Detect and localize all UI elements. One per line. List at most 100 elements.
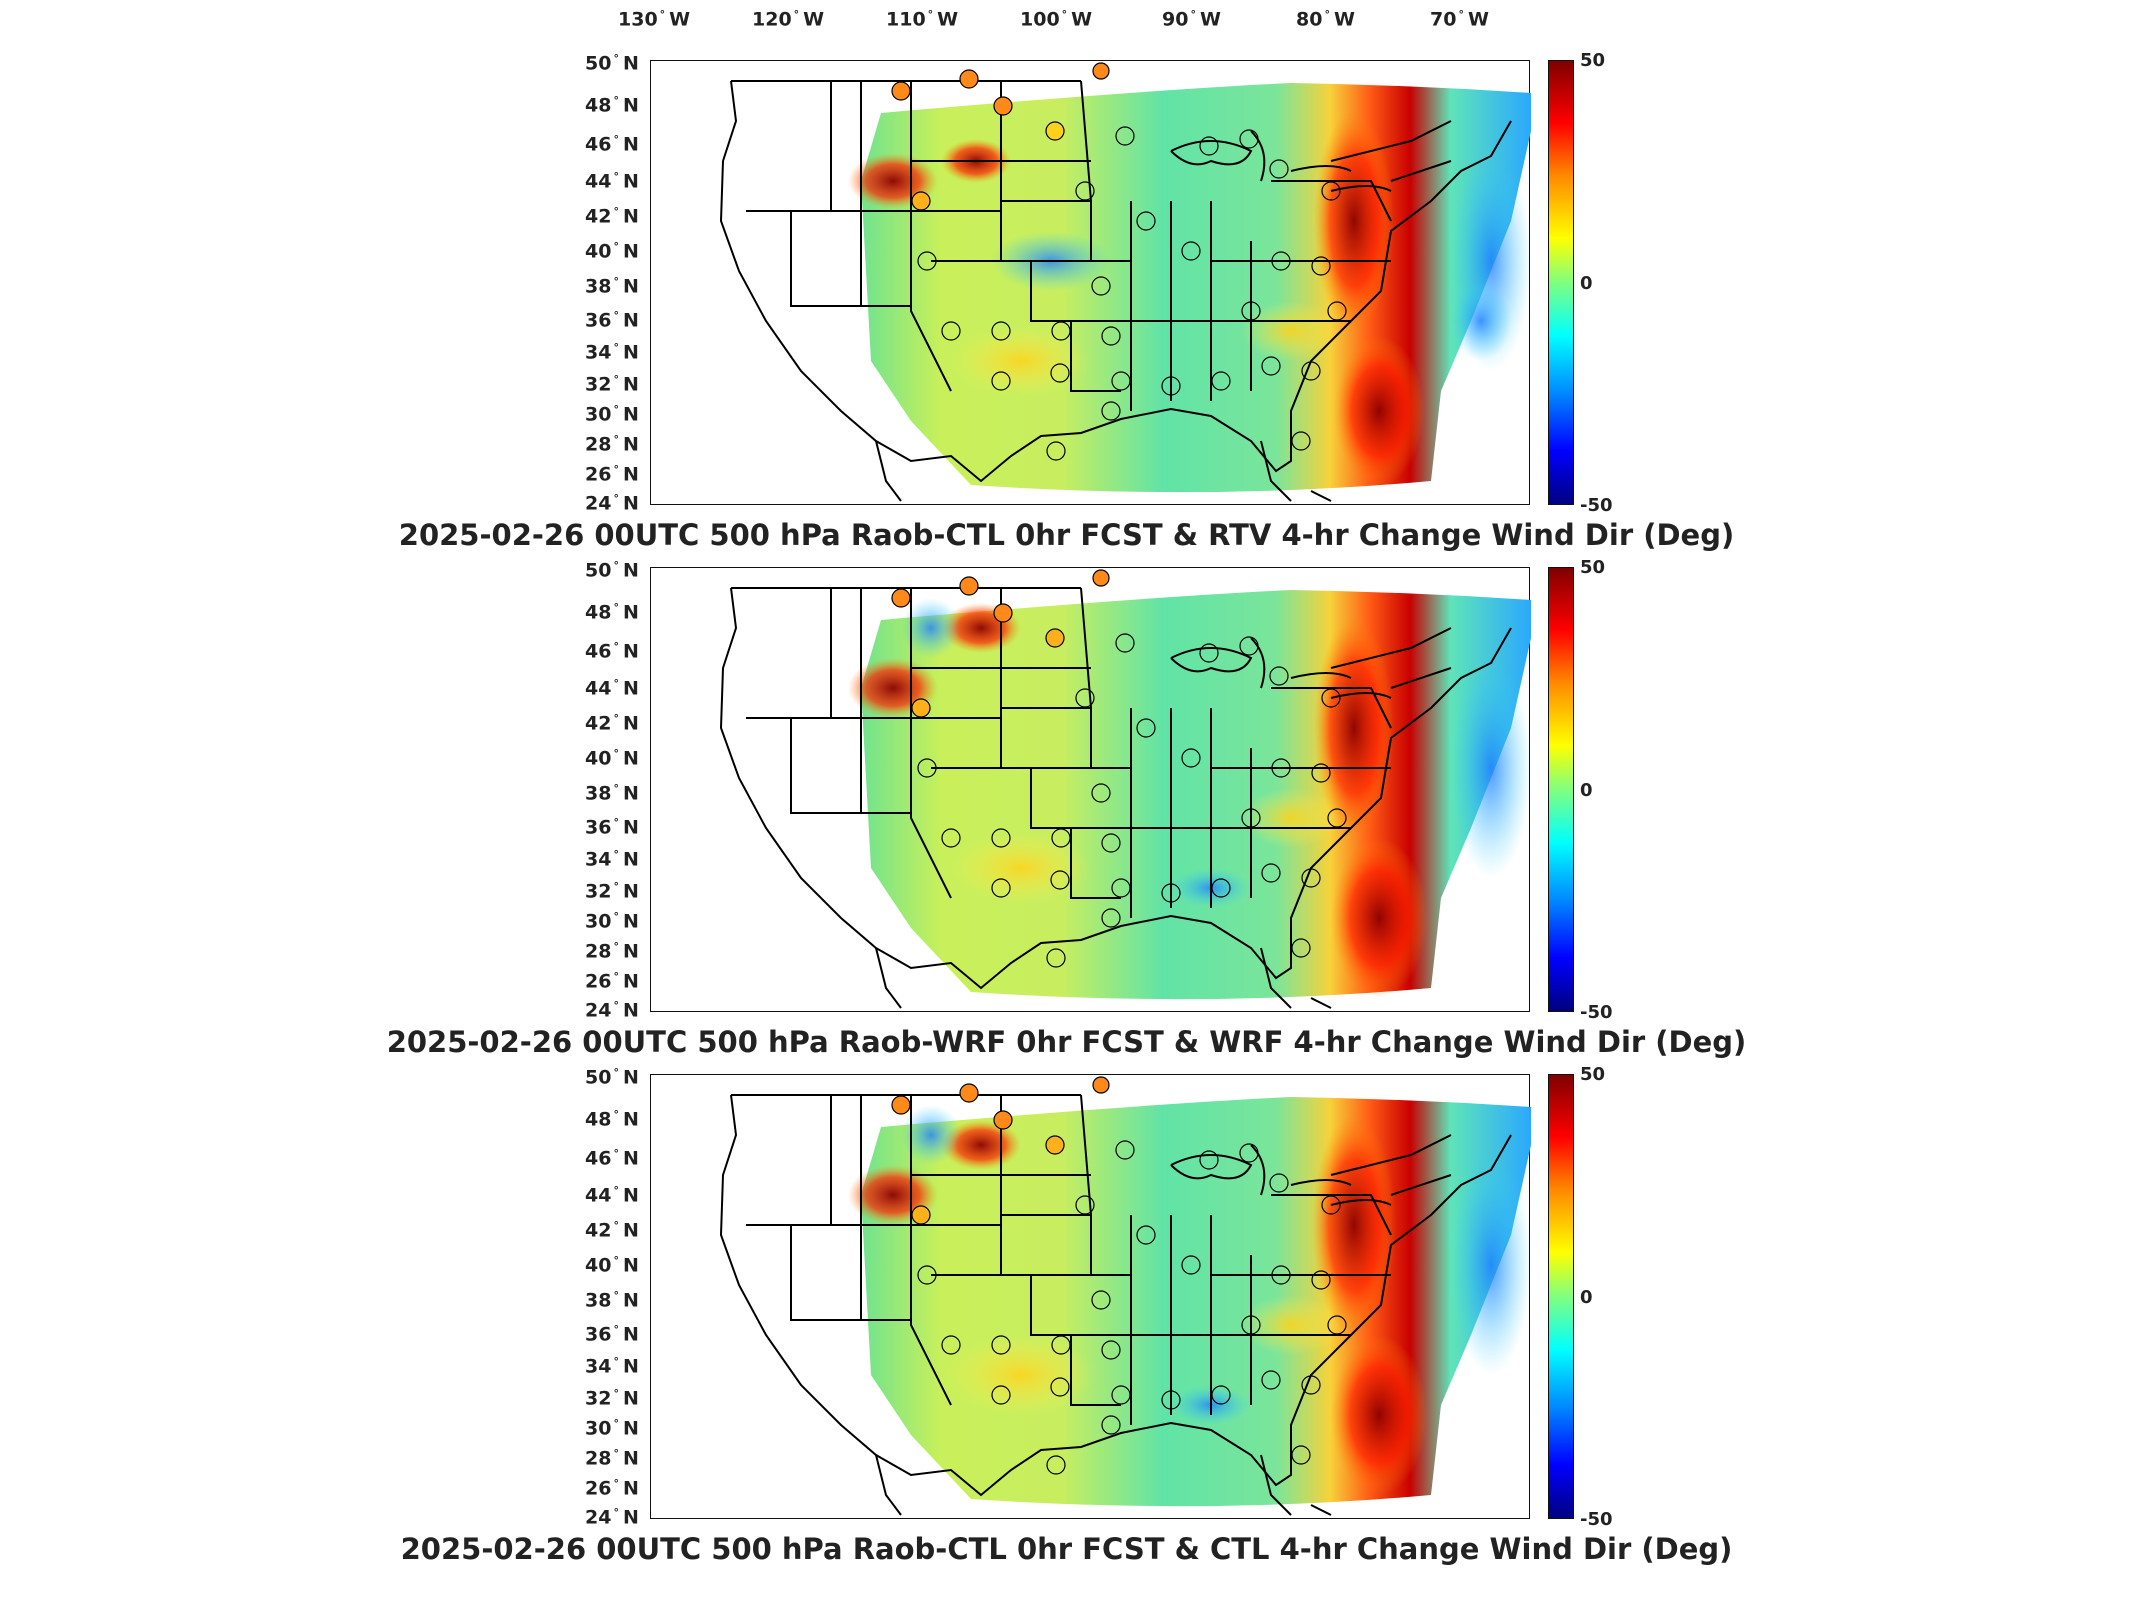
cool-region <box>1451 658 1531 878</box>
hot-region <box>1331 838 1427 998</box>
longitude-axis: 130 ° W 120 ° W 110 ° W 100 ° W 90 ° W 80 ° W 70 ° W <box>0 2 2133 42</box>
state-boundaries <box>719 80 1512 502</box>
lat-label: 42 ° N <box>585 1219 639 1242</box>
lat-label: 38 ° N <box>585 782 639 805</box>
state-lines <box>731 587 1452 918</box>
lon-label-110w: 110 ° W <box>886 8 959 31</box>
map-svg-2 <box>719 569 1531 1009</box>
lat-label: 30 ° N <box>585 910 639 933</box>
lat-label: 50 ° N <box>585 1066 639 1089</box>
lat-label: 36 ° N <box>585 309 639 332</box>
lat-label: 26 ° N <box>585 970 639 993</box>
colorbar-max-label: 50 <box>1580 557 1606 578</box>
lat-label: 24 ° N <box>585 1506 639 1529</box>
lat-label: 44 ° N <box>585 170 639 193</box>
us-outline <box>719 80 1512 483</box>
colorbar-min-label: -50 <box>1580 1002 1613 1023</box>
lat-label: 48 ° N <box>585 1108 639 1131</box>
map-frame-3 <box>650 1074 1531 1519</box>
coastline-detail <box>875 947 1332 1009</box>
colorbar-max-label: 50 <box>1580 50 1606 71</box>
lat-label: 38 ° N <box>585 1289 639 1312</box>
colorbar-mid-label: 0 <box>1580 780 1593 801</box>
cool-region <box>901 598 961 658</box>
lat-label: 50 ° N <box>585 559 639 582</box>
warm-region <box>1241 301 1341 361</box>
lat-label: 32 ° N <box>585 373 639 396</box>
us-outline <box>719 587 1512 990</box>
lat-label: 36 ° N <box>585 816 639 839</box>
state-boundaries <box>719 587 1512 1009</box>
lon-label-80w: 80 ° W <box>1296 8 1355 31</box>
lat-label: 48 ° N <box>585 94 639 117</box>
lat-label: 46 ° N <box>585 133 639 156</box>
lat-label: 42 ° N <box>585 205 639 228</box>
state-lines <box>731 1094 1452 1425</box>
lat-label: 46 ° N <box>585 1147 639 1170</box>
map-frame-1 <box>650 60 1531 505</box>
raob-stations <box>891 1076 1347 1475</box>
lat-label: 32 ° N <box>585 880 639 903</box>
warm-region <box>1241 788 1341 848</box>
cool-region <box>901 1105 961 1165</box>
lon-label-90w: 90 ° W <box>1162 8 1221 31</box>
lat-label: 44 ° N <box>585 1184 639 1207</box>
lat-label: 26 ° N <box>585 1477 639 1500</box>
great-lakes <box>1170 637 1392 699</box>
lat-label: 30 ° N <box>585 1417 639 1440</box>
raob-stations <box>891 569 1347 968</box>
colorbar-min-label: -50 <box>1580 1509 1613 1530</box>
state-lines <box>731 80 1452 411</box>
lat-label: 24 ° N <box>585 492 639 515</box>
lat-label: 44 ° N <box>585 677 639 700</box>
lat-label: 26 ° N <box>585 463 639 486</box>
hot-region <box>1312 1115 1396 1335</box>
lat-label: 40 ° N <box>585 240 639 263</box>
panel-title: 2025-02-26 00UTC 500 hPa Raob-CTL 0hr FC… <box>400 1532 1733 1566</box>
colorbar-min-label: -50 <box>1580 495 1613 516</box>
colorbar-mid-label: 0 <box>1580 1287 1593 1308</box>
hot-region <box>1314 111 1394 331</box>
hot-region <box>1334 336 1424 486</box>
us-outline <box>719 1094 1512 1497</box>
hot-region <box>1331 1335 1427 1495</box>
warm-region <box>946 1335 1096 1415</box>
wind-field <box>861 590 1531 1000</box>
lon-label-120w: 120 ° W <box>752 8 825 31</box>
great-lakes <box>1170 130 1392 192</box>
map-svg-3 <box>719 1076 1531 1516</box>
colorbar <box>1548 1074 1574 1519</box>
lat-label: 30 ° N <box>585 403 639 426</box>
lat-label: 48 ° N <box>585 601 639 624</box>
lat-label: 32 ° N <box>585 1387 639 1410</box>
panel-title: 2025-02-26 00UTC 500 hPa Raob-CTL 0hr FC… <box>398 518 1735 552</box>
lat-label: 42 ° N <box>585 712 639 735</box>
coastline-detail <box>875 1454 1332 1516</box>
lat-label: 46 ° N <box>585 640 639 663</box>
great-lakes <box>1170 1144 1392 1206</box>
colorbar-mid-label: 0 <box>1580 273 1593 294</box>
lat-label: 34 ° N <box>585 848 639 871</box>
warm-region <box>951 326 1091 396</box>
lon-label-130w: 130 ° W <box>618 8 691 31</box>
cool-region <box>1451 281 1511 361</box>
state-boundaries <box>719 1094 1512 1516</box>
coastline-detail <box>875 440 1332 502</box>
warm-region <box>1241 1295 1341 1355</box>
lat-label: 40 ° N <box>585 747 639 770</box>
lat-label: 40 ° N <box>585 1254 639 1277</box>
colorbar <box>1548 60 1574 505</box>
lon-label-100w: 100 ° W <box>1020 8 1093 31</box>
lat-label: 28 ° N <box>585 433 639 456</box>
lat-label: 38 ° N <box>585 275 639 298</box>
lat-label: 28 ° N <box>585 940 639 963</box>
lat-label: 24 ° N <box>585 999 639 1022</box>
lat-label: 50 ° N <box>585 52 639 75</box>
lon-label-70w: 70 ° W <box>1430 8 1489 31</box>
lat-label: 28 ° N <box>585 1447 639 1470</box>
map-svg-1 <box>719 62 1531 502</box>
lat-label: 34 ° N <box>585 1355 639 1378</box>
raob-stations <box>891 62 1347 461</box>
panel-title: 2025-02-26 00UTC 500 hPa Raob-WRF 0hr FC… <box>386 1025 1747 1059</box>
colorbar-max-label: 50 <box>1580 1064 1606 1085</box>
